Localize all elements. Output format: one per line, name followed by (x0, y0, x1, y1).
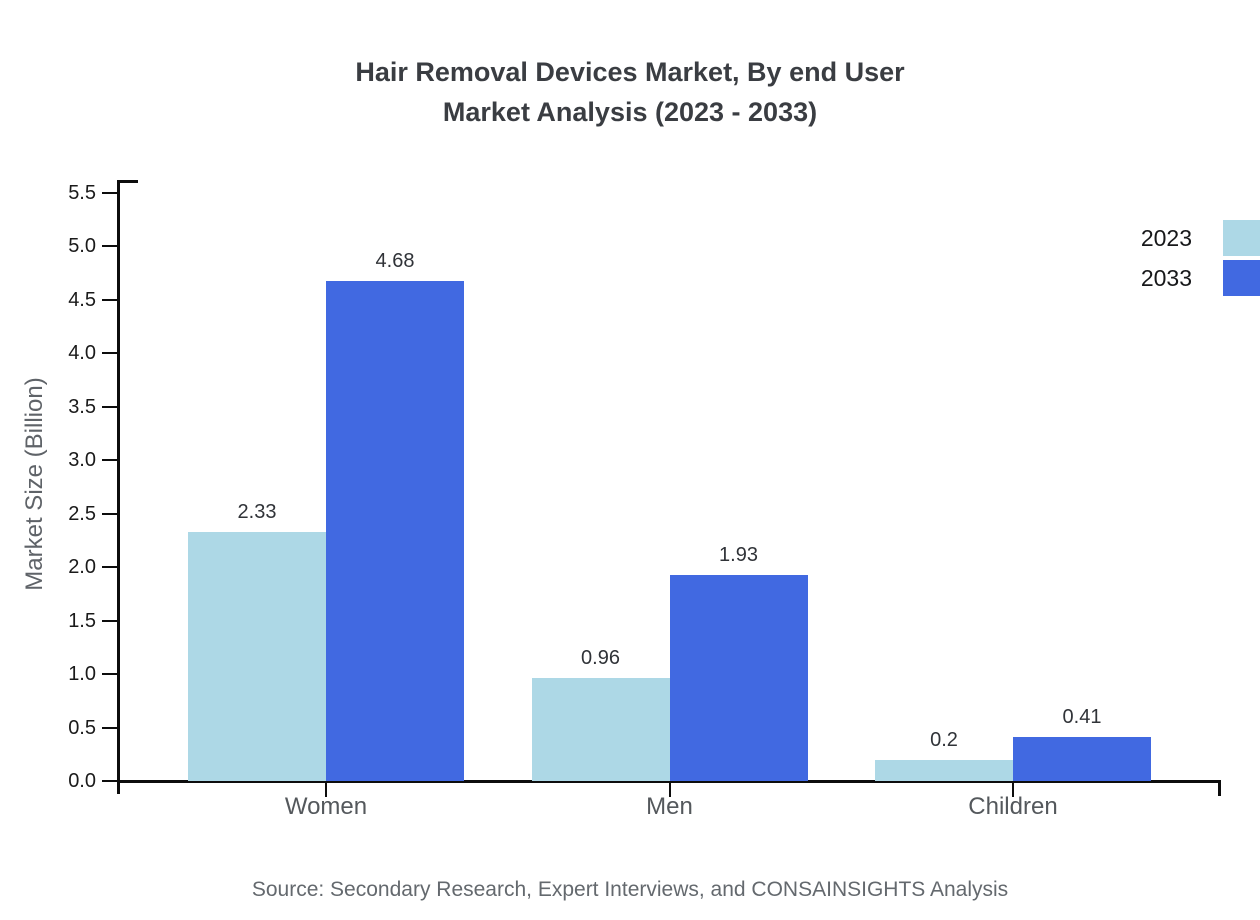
bar-2023-men (531, 678, 670, 781)
y-tick-label: 3.5 (68, 395, 96, 418)
y-tick-label: 2.0 (68, 556, 96, 579)
y-tick (102, 726, 118, 729)
chart-title: Hair Removal Devices Market, By end User… (0, 52, 1260, 132)
y-tick-label: 2.5 (68, 502, 96, 525)
y-axis-top-cap (117, 180, 138, 183)
x-axis-spine (117, 780, 1221, 783)
y-tick (102, 245, 118, 248)
x-tick (325, 782, 327, 797)
y-tick (102, 780, 118, 782)
y-tick (102, 512, 118, 515)
y-tick-label: 0.5 (68, 716, 96, 739)
chart-title-line2: Market Analysis (2023 - 2033) (442, 97, 818, 127)
y-tick (102, 673, 118, 676)
x-category-label-children: Children (968, 793, 1058, 820)
y-tick (102, 298, 118, 301)
y-tick (102, 566, 118, 569)
y-tick (102, 192, 118, 194)
y-tick (102, 405, 118, 408)
bar-value-label: 0.96 (581, 647, 620, 670)
legend-label-2023: 2023 (1140, 224, 1192, 251)
x-tick (668, 782, 671, 797)
y-tick (102, 352, 118, 355)
legend: 2023 2033 (1141, 220, 1260, 300)
y-tick-label: 5.0 (68, 235, 96, 258)
y-tick (102, 619, 118, 622)
y-tick-label: 0.0 (68, 770, 96, 792)
bar-value-label: 1.93 (719, 543, 758, 566)
bar-2023-women (188, 531, 326, 781)
x-category-label-men: Men (646, 793, 693, 820)
x-tick (1012, 782, 1014, 797)
x-category-label-women: Women (284, 793, 368, 820)
y-tick-label: 4.0 (68, 342, 96, 365)
legend-swatch-2033 (1223, 260, 1260, 296)
legend-label-2033: 2033 (1140, 264, 1192, 291)
y-tick-label: 3.0 (68, 449, 96, 472)
source-note: Source: Secondary Research, Expert Inter… (251, 878, 1009, 901)
bar-2033-women (326, 280, 464, 781)
bar-2033-men (669, 574, 808, 781)
x-axis-end-cap (1218, 780, 1221, 796)
bar-value-label: 4.68 (375, 249, 415, 272)
legend-item-2023: 2023 (1141, 220, 1260, 256)
y-tick-label: 5.5 (68, 182, 96, 204)
bar-value-label: 0.41 (1062, 706, 1102, 729)
y-axis-spine (117, 180, 120, 794)
bar-value-label: 0.2 (930, 728, 958, 751)
y-tick-label: 1.5 (68, 609, 96, 632)
bar-2033-children (1013, 737, 1151, 781)
y-tick (102, 459, 118, 462)
y-tick-label: 1.0 (68, 663, 96, 686)
y-tick-label: 4.5 (68, 288, 96, 311)
legend-item-2033: 2033 (1141, 260, 1260, 296)
chart-title-line1: Hair Removal Devices Market, By end User (355, 57, 905, 87)
bar-value-label: 2.33 (237, 500, 277, 523)
bar-2023-children (875, 759, 1013, 781)
legend-swatch-2023 (1223, 220, 1260, 256)
